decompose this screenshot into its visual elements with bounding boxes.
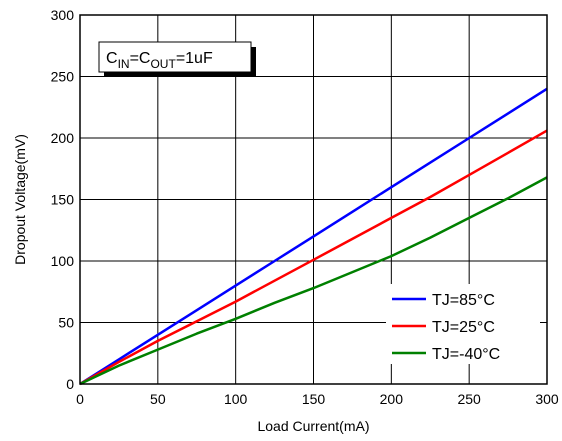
y-tick-label: 200 <box>51 130 75 146</box>
x-axis-title: Load Current(mA) <box>257 418 369 434</box>
y-tick-label: 300 <box>51 7 75 23</box>
series-line-0 <box>79 87 548 386</box>
y-tick-label: 150 <box>51 192 75 208</box>
series-line-1 <box>79 129 548 386</box>
legend-label-minus40c: TJ=-40°C <box>432 346 500 363</box>
x-tick-label: 50 <box>150 391 166 407</box>
x-tick-label: 250 <box>457 391 481 407</box>
series-line-2 <box>79 176 548 386</box>
plot-area-frame <box>79 14 548 385</box>
x-tick-label: 300 <box>535 391 559 407</box>
annotation-box <box>98 41 252 73</box>
x-tick-label: 200 <box>380 391 404 407</box>
x-tick-label: 0 <box>76 391 84 407</box>
legend-box <box>386 284 540 364</box>
capacitance-annotation: CIN=COUT=1uF <box>98 41 256 77</box>
y-tick-label: 0 <box>66 376 74 392</box>
y-tick-label: 100 <box>51 253 75 269</box>
legend: TJ=85°C TJ=25°C TJ=-40°C <box>386 284 540 364</box>
legend-label-25c: TJ=25°C <box>432 319 495 336</box>
y-tick-label: 250 <box>51 69 75 85</box>
axis-ticks: 0 50 100 150 200 250 300 0 50 100 150 200 250 300 <box>51 7 559 407</box>
y-tick-label: 50 <box>58 315 74 331</box>
annotation-text: CIN=COUT=1uF <box>106 50 213 71</box>
series-lines <box>79 87 548 386</box>
x-tick-label: 150 <box>302 391 326 407</box>
legend-label-85c: TJ=85°C <box>432 292 495 309</box>
y-axis-title: Dropout Voltage(mV) <box>12 134 28 265</box>
x-tick-label: 100 <box>224 391 248 407</box>
